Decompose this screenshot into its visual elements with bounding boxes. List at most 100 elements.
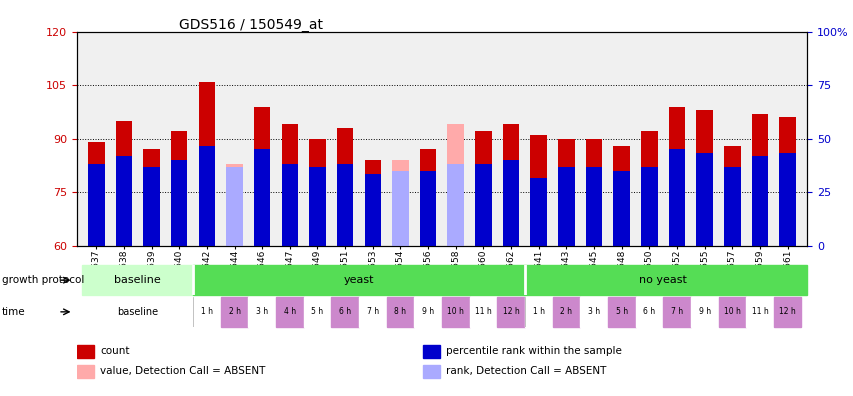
Bar bbox=[779, 117, 795, 246]
Bar bbox=[364, 174, 380, 246]
Bar bbox=[198, 146, 215, 246]
Bar bbox=[773, 297, 801, 327]
Bar bbox=[143, 149, 160, 246]
Bar bbox=[502, 124, 519, 246]
Bar bbox=[422, 365, 439, 378]
Bar bbox=[309, 167, 325, 246]
Bar bbox=[635, 297, 663, 327]
Bar bbox=[143, 167, 160, 246]
Bar bbox=[309, 139, 325, 246]
Bar bbox=[422, 345, 439, 358]
Text: 9 h: 9 h bbox=[698, 307, 710, 316]
Bar bbox=[82, 297, 193, 327]
Bar bbox=[281, 164, 298, 246]
Text: 5 h: 5 h bbox=[311, 307, 323, 316]
Bar bbox=[641, 167, 657, 246]
Text: 6 h: 6 h bbox=[339, 307, 351, 316]
Bar bbox=[612, 171, 630, 246]
Bar bbox=[723, 146, 740, 246]
Text: baseline: baseline bbox=[117, 307, 158, 317]
Bar bbox=[226, 167, 242, 246]
Bar bbox=[276, 297, 304, 327]
Text: 4 h: 4 h bbox=[283, 307, 295, 316]
Bar bbox=[751, 114, 768, 246]
Text: 2 h: 2 h bbox=[560, 307, 572, 316]
Bar bbox=[253, 149, 270, 246]
Bar bbox=[690, 297, 717, 327]
Bar bbox=[88, 142, 104, 246]
Bar bbox=[364, 160, 380, 246]
Bar bbox=[171, 160, 188, 246]
Bar bbox=[414, 297, 442, 327]
Text: 12 h: 12 h bbox=[779, 307, 795, 316]
Bar bbox=[585, 139, 601, 246]
Text: GDS516 / 150549_at: GDS516 / 150549_at bbox=[179, 18, 323, 32]
Bar bbox=[442, 297, 469, 327]
Bar bbox=[530, 135, 547, 246]
Bar bbox=[525, 265, 806, 295]
Bar bbox=[695, 110, 712, 246]
Bar bbox=[82, 265, 193, 295]
Bar bbox=[585, 167, 601, 246]
Text: 8 h: 8 h bbox=[394, 307, 406, 316]
Text: 11 h: 11 h bbox=[751, 307, 768, 316]
Text: 10 h: 10 h bbox=[723, 307, 740, 316]
Bar bbox=[115, 156, 132, 246]
Text: rank, Detection Call = ABSENT: rank, Detection Call = ABSENT bbox=[445, 366, 606, 377]
Bar bbox=[281, 124, 298, 246]
Text: time: time bbox=[2, 307, 26, 317]
Bar bbox=[695, 153, 712, 246]
Bar bbox=[502, 160, 519, 246]
Text: 7 h: 7 h bbox=[366, 307, 379, 316]
Bar bbox=[171, 131, 188, 246]
Text: 6 h: 6 h bbox=[642, 307, 654, 316]
Bar bbox=[746, 297, 773, 327]
Bar bbox=[668, 149, 685, 246]
Bar bbox=[552, 297, 579, 327]
Bar bbox=[612, 146, 630, 246]
Bar bbox=[392, 160, 409, 246]
Text: count: count bbox=[100, 346, 130, 356]
Bar bbox=[331, 297, 358, 327]
Text: 3 h: 3 h bbox=[588, 307, 600, 316]
Bar bbox=[77, 345, 94, 358]
Text: 7 h: 7 h bbox=[670, 307, 682, 316]
Bar bbox=[193, 297, 220, 327]
Bar bbox=[668, 107, 685, 246]
Bar bbox=[641, 131, 657, 246]
Text: value, Detection Call = ABSENT: value, Detection Call = ABSENT bbox=[100, 366, 265, 377]
Bar bbox=[474, 131, 491, 246]
Bar bbox=[248, 297, 276, 327]
Bar bbox=[447, 164, 463, 246]
Bar bbox=[663, 297, 690, 327]
Bar bbox=[751, 156, 768, 246]
Bar bbox=[607, 297, 635, 327]
Text: growth protocol: growth protocol bbox=[2, 275, 84, 285]
Bar bbox=[226, 164, 242, 246]
Text: 1 h: 1 h bbox=[532, 307, 544, 316]
Bar bbox=[558, 167, 574, 246]
Bar bbox=[88, 164, 104, 246]
Bar bbox=[447, 124, 463, 246]
Bar bbox=[474, 164, 491, 246]
Bar bbox=[220, 297, 248, 327]
Text: percentile rank within the sample: percentile rank within the sample bbox=[445, 346, 621, 356]
Text: yeast: yeast bbox=[343, 275, 374, 285]
Bar bbox=[525, 297, 552, 327]
Bar bbox=[336, 128, 353, 246]
Text: 9 h: 9 h bbox=[421, 307, 433, 316]
Bar bbox=[77, 365, 94, 378]
Bar bbox=[336, 164, 353, 246]
Text: 2 h: 2 h bbox=[229, 307, 241, 316]
Text: 11 h: 11 h bbox=[474, 307, 491, 316]
Bar bbox=[779, 153, 795, 246]
Bar bbox=[386, 297, 414, 327]
Bar bbox=[193, 265, 525, 295]
Text: baseline: baseline bbox=[114, 275, 161, 285]
Bar bbox=[420, 171, 436, 246]
Bar bbox=[392, 171, 409, 246]
Bar bbox=[717, 297, 746, 327]
Text: 10 h: 10 h bbox=[447, 307, 464, 316]
Text: 5 h: 5 h bbox=[615, 307, 627, 316]
Text: 12 h: 12 h bbox=[502, 307, 519, 316]
